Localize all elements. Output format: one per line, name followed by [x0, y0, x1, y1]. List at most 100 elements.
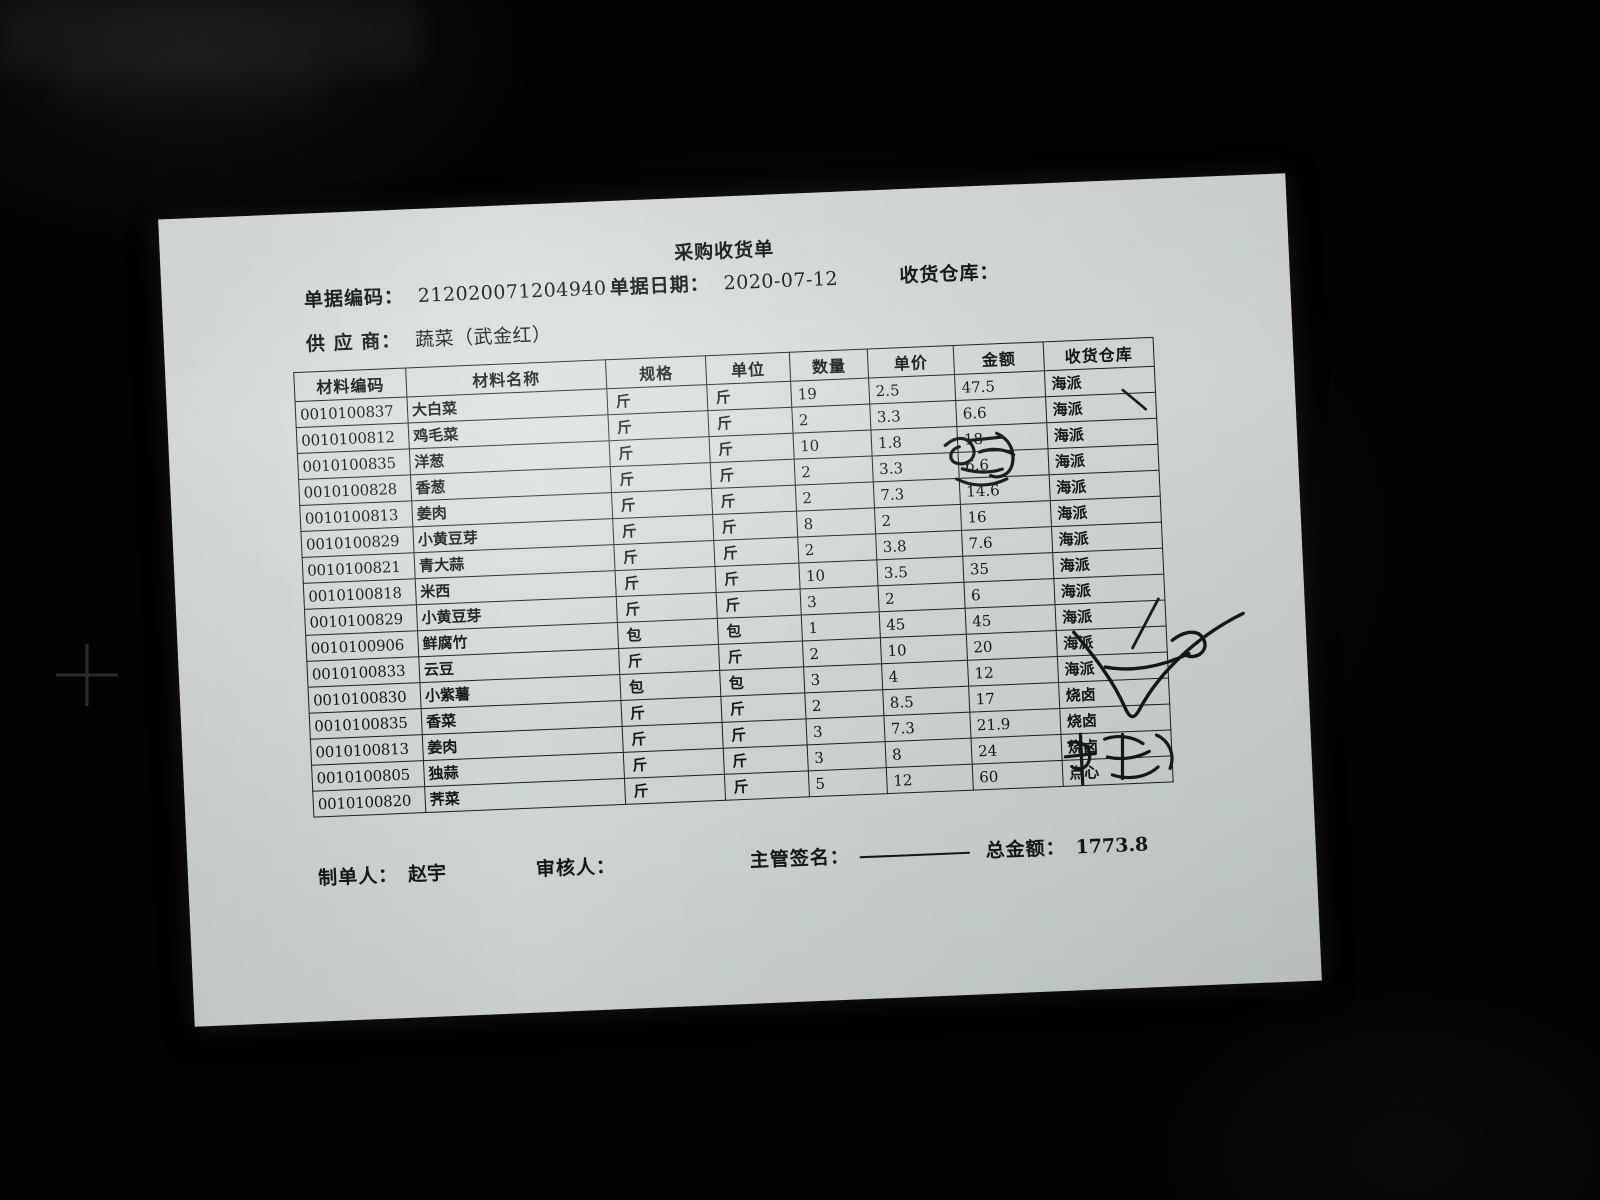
cell-price: 8.5 [882, 686, 970, 716]
cell-price: 2 [877, 582, 966, 612]
header-warehouse-label: 收货仓库： [898, 261, 1000, 288]
cell-price: 2 [874, 504, 962, 534]
cell-qty: 2 [795, 481, 875, 512]
document-code-field: 单据编码： 212020071204940 [303, 273, 607, 312]
signature-blank-line [859, 851, 970, 859]
cell-qty: 2 [802, 637, 882, 667]
supervisor-signature-field: 主管签名： [749, 837, 970, 873]
cell-amount: 16 [960, 500, 1052, 531]
cell-spec: 斤 [624, 774, 726, 805]
line-items-table: 材料编码 材料名称 规格 单位 数量 单价 金额 收货仓库 0010100837… [293, 337, 1174, 818]
cell-qty: 2 [794, 455, 874, 486]
checker-field: 审核人： [535, 851, 626, 882]
supplier-label: 供 应 商： [305, 329, 402, 356]
cell-unit: 斤 [716, 589, 802, 619]
cell-price: 8 [885, 738, 973, 768]
cell-qty: 3 [807, 741, 887, 771]
table-body: 0010100837 大白菜斤斤 19 2.5 47.5 海派 0010100812 鸡毛菜斤… [295, 366, 1174, 818]
cell-amount: 12 [967, 656, 1059, 687]
cell-spec: 斤 [613, 540, 715, 571]
cell-amount: 6.6 [955, 396, 1047, 427]
total-amount-field: 总金额： 1773.8 [985, 829, 1149, 863]
cell-qty: 2 [804, 689, 884, 719]
cell-amount: 18 [956, 422, 1048, 453]
cell-qty: 3 [805, 715, 886, 745]
cell-unit: 斤 [706, 381, 792, 411]
cell-amount: 14.6 [959, 474, 1051, 505]
cell-price: 2.5 [868, 374, 956, 405]
cell-unit: 包 [719, 666, 805, 697]
document-code-label: 单据编码： [303, 285, 405, 312]
cell-unit: 斤 [710, 459, 796, 489]
cell-price: 3.8 [875, 530, 963, 560]
cell-qty: 10 [798, 559, 878, 590]
column-header-amount: 金额 [953, 341, 1045, 375]
cell-unit: 斤 [722, 718, 808, 749]
document-code-value: 212020071204940 [417, 277, 608, 307]
cell-price: 7.3 [883, 712, 972, 742]
cell-price: 4 [881, 660, 969, 690]
column-header-price: 单价 [867, 345, 955, 379]
cell-qty: 3 [803, 663, 883, 693]
cell-spec: 斤 [615, 566, 717, 597]
cell-spec: 斤 [606, 384, 708, 415]
cell-spec: 斤 [609, 436, 711, 467]
total-amount-value: 1773.8 [1075, 833, 1149, 859]
cell-price: 7.3 [873, 478, 961, 508]
checker-value [625, 855, 626, 877]
column-header-unit: 单位 [705, 352, 791, 385]
maker-label: 制单人： [317, 864, 399, 890]
receipt-paper: 采购收货单 单据编码： 212020071204940 单据日期： 2020-07-… [158, 173, 1322, 1027]
cell-amount: 6.6 [958, 448, 1050, 479]
cell-amount: 45 [965, 604, 1057, 635]
cell-qty: 10 [792, 429, 873, 460]
cell-qty: 19 [790, 378, 870, 408]
cell-unit: 斤 [707, 407, 793, 437]
cell-amount: 20 [966, 630, 1058, 661]
cell-amount: 35 [962, 552, 1054, 583]
header-warehouse-value [1013, 261, 1014, 283]
cell-qty: 1 [801, 611, 881, 641]
cell-unit: 包 [717, 615, 803, 645]
cell-unit: 斤 [724, 770, 810, 801]
cell-unit: 斤 [714, 563, 801, 593]
total-amount-label: 总金额： [985, 836, 1067, 863]
cell-price: 10 [880, 634, 968, 664]
cell-code: 0010100820 [312, 786, 426, 818]
column-header-spec: 规格 [605, 355, 707, 389]
cell-amount: 17 [968, 682, 1060, 713]
cell-unit: 斤 [723, 744, 809, 775]
cell-price: 45 [879, 608, 967, 638]
cell-spec: 包 [617, 618, 719, 649]
cell-amount: 47.5 [954, 370, 1046, 401]
column-header-warehouse: 收货仓库 [1043, 337, 1155, 371]
checker-label: 审核人： [535, 855, 617, 881]
cell-price: 3.3 [869, 400, 957, 430]
cell-amount: 7.6 [961, 526, 1053, 557]
column-header-quantity: 数量 [789, 349, 869, 382]
cell-warehouse: 点心 [1062, 755, 1174, 787]
cell-unit: 斤 [713, 537, 799, 567]
background-streak [60, 60, 320, 100]
background-streak [0, 0, 420, 70]
cell-spec: 斤 [623, 748, 725, 779]
cell-amount: 21.9 [969, 708, 1061, 739]
cell-qty: 2 [797, 533, 877, 564]
cell-spec: 斤 [622, 722, 724, 753]
cell-amount: 6 [963, 578, 1056, 609]
cell-price: 12 [886, 764, 974, 794]
header-warehouse-field: 收货仓库： [899, 257, 1014, 289]
cell-unit: 斤 [718, 640, 804, 671]
supplier-field: 供 应 商： 蔬菜（武金红） [305, 320, 552, 357]
cell-spec: 斤 [610, 462, 712, 493]
supervisor-signature-label: 主管签名： [749, 845, 851, 872]
cell-unit: 斤 [712, 511, 798, 541]
document-date-field: 单据日期： 2020-07-12 [609, 264, 839, 300]
cell-price: 1.8 [870, 426, 959, 456]
column-header-code: 材料编码 [293, 368, 407, 402]
cell-qty: 8 [796, 507, 876, 538]
cell-qty: 2 [791, 404, 871, 434]
cell-qty: 5 [808, 767, 888, 797]
cell-amount: 24 [971, 734, 1063, 765]
maker-field: 制单人： 赵宇 [318, 858, 447, 890]
